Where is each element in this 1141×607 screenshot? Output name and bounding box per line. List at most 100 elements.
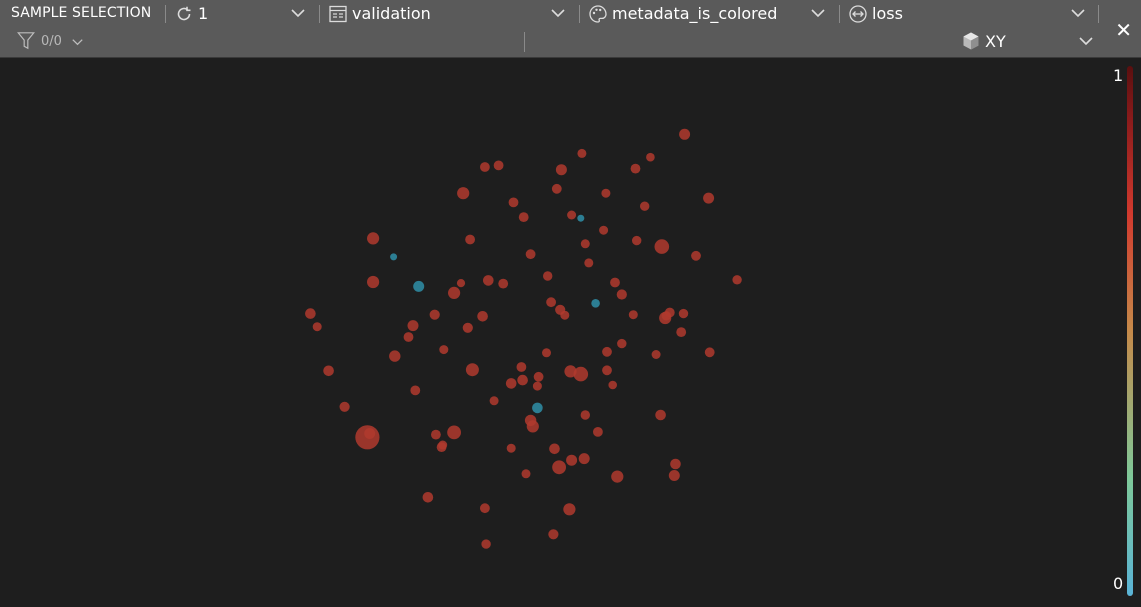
scatter-point[interactable] bbox=[548, 529, 559, 540]
scatter-point[interactable] bbox=[732, 275, 742, 285]
split-dropdown[interactable]: validation bbox=[327, 0, 572, 28]
scatter-point[interactable] bbox=[670, 458, 681, 470]
scatter-point[interactable] bbox=[549, 443, 560, 455]
scatter-point[interactable] bbox=[462, 322, 473, 333]
scatter-plot[interactable] bbox=[0, 58, 1141, 603]
scatter-point[interactable] bbox=[481, 539, 491, 549]
scatter-point[interactable] bbox=[506, 443, 516, 453]
scatter-point[interactable] bbox=[611, 470, 624, 483]
plot-area[interactable]: 1 0 bbox=[0, 58, 1141, 603]
scatter-point[interactable] bbox=[483, 275, 494, 286]
scatter-point[interactable] bbox=[422, 492, 434, 503]
scatter-point[interactable] bbox=[560, 310, 570, 320]
scatter-point[interactable] bbox=[679, 128, 691, 140]
scatter-point[interactable] bbox=[578, 453, 590, 465]
scatter-point[interactable] bbox=[480, 162, 490, 172]
scatter-point[interactable] bbox=[567, 210, 577, 220]
scatter-point[interactable] bbox=[580, 239, 590, 249]
scatter-point[interactable] bbox=[591, 299, 600, 308]
color-by-dropdown[interactable]: metadata_is_colored bbox=[587, 0, 832, 28]
scatter-point[interactable] bbox=[457, 187, 470, 200]
scatter-point[interactable] bbox=[584, 258, 594, 268]
scatter-point[interactable] bbox=[339, 401, 350, 412]
scatter-point[interactable] bbox=[410, 385, 421, 396]
scatter-point[interactable] bbox=[580, 410, 590, 420]
scatter-point[interactable] bbox=[364, 428, 376, 439]
scatter-point[interactable] bbox=[498, 278, 509, 289]
scatter-point[interactable] bbox=[508, 197, 519, 208]
scatter-point[interactable] bbox=[367, 275, 380, 289]
scatter-point[interactable] bbox=[431, 429, 441, 440]
scatter-point[interactable] bbox=[577, 214, 585, 222]
scatter-point[interactable] bbox=[533, 371, 544, 382]
scatter-point[interactable] bbox=[563, 503, 576, 516]
scatter-point[interactable] bbox=[323, 365, 334, 377]
scatter-point[interactable] bbox=[516, 362, 527, 372]
scatter-point[interactable] bbox=[525, 249, 536, 260]
scatter-point[interactable] bbox=[367, 232, 380, 245]
scatter-point[interactable] bbox=[593, 427, 603, 437]
scatter-point[interactable] bbox=[651, 350, 661, 359]
scatter-point[interactable] bbox=[312, 322, 322, 332]
scatter-point[interactable] bbox=[447, 425, 461, 440]
scatter-point[interactable] bbox=[389, 350, 401, 362]
scatter-point[interactable] bbox=[305, 308, 316, 319]
scatter-point[interactable] bbox=[403, 332, 414, 342]
scatter-point[interactable] bbox=[465, 363, 479, 377]
scatter-point[interactable] bbox=[543, 271, 553, 281]
scatter-point[interactable] bbox=[664, 307, 675, 318]
scatter-point[interactable] bbox=[703, 192, 715, 204]
scatter-point[interactable] bbox=[521, 469, 531, 479]
scatter-point[interactable] bbox=[602, 365, 612, 376]
scatter-point[interactable] bbox=[480, 503, 490, 514]
scatter-point[interactable] bbox=[577, 148, 587, 158]
scatter-point[interactable] bbox=[532, 402, 543, 414]
scatter-point[interactable] bbox=[566, 454, 578, 466]
scatter-point[interactable] bbox=[668, 470, 680, 481]
scatter-point[interactable] bbox=[439, 345, 449, 355]
scatter-point[interactable] bbox=[704, 347, 715, 358]
scatter-point[interactable] bbox=[691, 250, 701, 261]
scatter-point[interactable] bbox=[524, 414, 537, 427]
scatter-point[interactable] bbox=[555, 164, 567, 176]
scatter-point[interactable] bbox=[616, 289, 627, 300]
scatter-point[interactable] bbox=[602, 346, 612, 357]
scatter-point[interactable] bbox=[676, 327, 687, 337]
scatter-point[interactable] bbox=[477, 311, 488, 322]
close-button[interactable]: ✕ bbox=[1115, 18, 1132, 42]
scatter-point[interactable] bbox=[532, 381, 542, 391]
scatter-point[interactable] bbox=[517, 374, 528, 386]
scatter-point[interactable] bbox=[493, 160, 504, 171]
scatter-point[interactable] bbox=[551, 183, 562, 194]
scatter-point[interactable] bbox=[630, 163, 641, 174]
scatter-point[interactable] bbox=[552, 460, 566, 475]
scatter-point[interactable] bbox=[654, 239, 670, 254]
scatter-point[interactable] bbox=[573, 366, 589, 382]
scatter-point[interactable] bbox=[655, 409, 666, 421]
scatter-point[interactable] bbox=[601, 188, 611, 198]
scatter-point[interactable] bbox=[436, 442, 447, 452]
scatter-point[interactable] bbox=[407, 320, 419, 332]
scatter-point[interactable] bbox=[608, 380, 617, 390]
scatter-point[interactable] bbox=[542, 348, 551, 358]
scatter-point[interactable] bbox=[632, 235, 642, 246]
scatter-point[interactable] bbox=[448, 286, 461, 299]
scatter-point[interactable] bbox=[390, 253, 398, 261]
scatter-point[interactable] bbox=[465, 234, 475, 245]
scatter-point[interactable] bbox=[489, 396, 499, 406]
scatter-point[interactable] bbox=[646, 152, 655, 162]
scatter-point[interactable] bbox=[678, 308, 689, 319]
scatter-point[interactable] bbox=[610, 277, 620, 288]
refresh-dropdown[interactable]: 1 bbox=[172, 0, 312, 28]
projection-dropdown[interactable]: XY bbox=[960, 28, 1100, 56]
scatter-point[interactable] bbox=[546, 297, 556, 308]
scatter-point[interactable] bbox=[640, 201, 650, 211]
filter-dropdown[interactable]: 0/0 bbox=[14, 28, 94, 56]
scatter-point[interactable] bbox=[599, 225, 609, 235]
size-by-dropdown[interactable]: loss bbox=[847, 0, 1092, 28]
scatter-point[interactable] bbox=[617, 338, 627, 349]
scatter-point[interactable] bbox=[518, 212, 529, 223]
scatter-point[interactable] bbox=[456, 279, 466, 288]
scatter-point[interactable] bbox=[429, 309, 440, 320]
scatter-point[interactable] bbox=[505, 378, 517, 389]
